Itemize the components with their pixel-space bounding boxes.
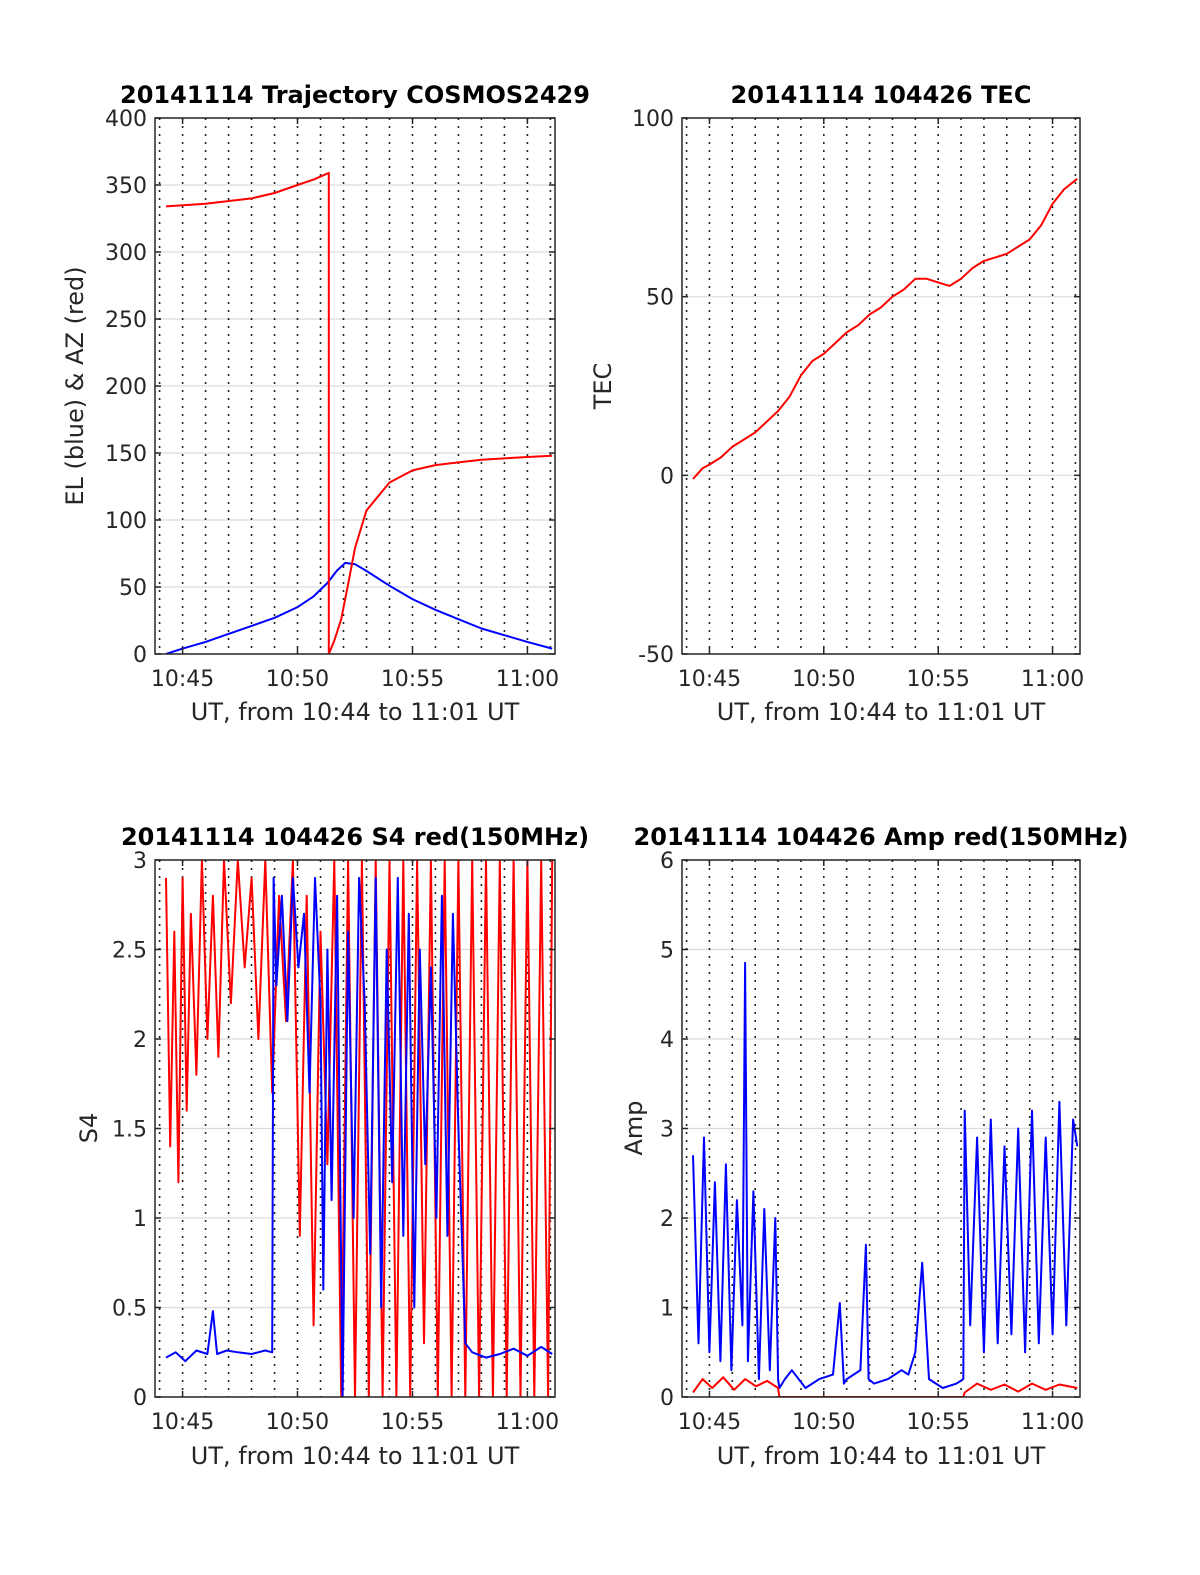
y-tick-label: 100 xyxy=(632,107,674,132)
series-group xyxy=(165,860,554,1397)
series-line-s4-blue xyxy=(165,876,553,1397)
y-tick-label: 50 xyxy=(119,576,147,601)
x-tick-label: 10:50 xyxy=(792,667,855,692)
x-tick-label: 11:00 xyxy=(496,1410,559,1435)
series-line-amp-red xyxy=(692,1376,1078,1397)
y-tick-label: 300 xyxy=(105,241,147,266)
y-tick-label: 0 xyxy=(133,643,147,668)
y-tick-label: 2.5 xyxy=(112,939,147,964)
x-tick-label: 10:55 xyxy=(381,667,444,692)
x-tick-label: 10:55 xyxy=(381,1410,444,1435)
tec-panel: 20141114 104426 TEC UT, from 10:44 to 11… xyxy=(589,81,1084,726)
series-group xyxy=(692,961,1079,1397)
y-tick-label: 50 xyxy=(646,286,674,311)
series-line-amp-blue xyxy=(692,961,1079,1389)
x-axis-label: UT, from 10:44 to 11:01 UT xyxy=(717,698,1046,726)
x-tick-label: 10:45 xyxy=(678,667,741,692)
plot-frame xyxy=(681,117,1081,655)
y-axis-label: TEC xyxy=(589,363,617,411)
grid xyxy=(155,117,555,655)
y-tick-label: 0 xyxy=(660,1386,674,1411)
y-tick-label: 3 xyxy=(133,849,147,874)
y-tick-label: 0 xyxy=(133,1386,147,1411)
y-tick-label: 400 xyxy=(105,107,147,132)
y-tick-label: 4 xyxy=(660,1028,674,1053)
x-axis-label: UT, from 10:44 to 11:01 UT xyxy=(191,1442,520,1470)
x-tick-label: 11:00 xyxy=(1021,1410,1084,1435)
series-line-el xyxy=(165,561,553,654)
y-tick-label: 5 xyxy=(660,939,674,964)
series-group xyxy=(165,171,553,654)
x-tick-label: 10:45 xyxy=(678,1410,741,1435)
chart-title: 20141114 104426 Amp red(150MHz) xyxy=(634,823,1129,851)
series-line-s4-red xyxy=(165,860,554,1397)
y-tick-label: 200 xyxy=(105,375,147,400)
x-axis-label: UT, from 10:44 to 11:01 UT xyxy=(191,698,520,726)
amp-panel: 20141114 104426 Amp red(150MHz) UT, from… xyxy=(620,823,1128,1470)
x-axis-label: UT, from 10:44 to 11:01 UT xyxy=(717,1442,1046,1470)
x-tick-label: 11:00 xyxy=(496,667,559,692)
y-tick-label: 150 xyxy=(105,442,147,467)
x-tick-label: 10:55 xyxy=(907,667,970,692)
y-tick-label: 350 xyxy=(105,174,147,199)
trajectory-panel: 20141114 Trajectory COSMOS2429 UT, from … xyxy=(61,81,590,726)
grid xyxy=(682,859,1080,1398)
y-tick-label: 100 xyxy=(105,509,147,534)
y-tick-label: -50 xyxy=(638,643,674,668)
y-tick-label: 3 xyxy=(660,1118,674,1143)
x-tick-label: 10:55 xyxy=(907,1410,970,1435)
y-tick-label: 1 xyxy=(660,1297,674,1322)
x-tick-label: 10:50 xyxy=(792,1410,855,1435)
y-tick-label: 1.5 xyxy=(112,1118,147,1143)
chart-title: 20141114 104426 TEC xyxy=(731,81,1032,109)
s4-panel: 20141114 104426 S4 red(150MHz) UT, from … xyxy=(75,823,589,1470)
x-tick-label: 10:45 xyxy=(151,1410,214,1435)
x-tick-label: 10:50 xyxy=(266,1410,329,1435)
y-tick-label: 0 xyxy=(660,464,674,489)
series-line-az xyxy=(165,171,553,654)
y-axis-label: S4 xyxy=(75,1113,103,1144)
x-tick-label: 11:00 xyxy=(1021,667,1084,692)
chart-title: 20141114 Trajectory COSMOS2429 xyxy=(120,81,590,109)
y-tick-label: 2 xyxy=(660,1207,674,1232)
x-tick-label: 10:50 xyxy=(266,667,329,692)
chart-title: 20141114 104426 S4 red(150MHz) xyxy=(121,823,589,851)
y-tick-label: 6 xyxy=(660,849,674,874)
y-tick-label: 1 xyxy=(133,1207,147,1232)
y-axis-label: EL (blue) & AZ (red) xyxy=(61,266,89,505)
y-tick-label: 250 xyxy=(105,308,147,333)
y-tick-label: 0.5 xyxy=(112,1297,147,1322)
x-tick-label: 10:45 xyxy=(151,667,214,692)
series-line-tec xyxy=(692,177,1078,480)
y-tick-label: 2 xyxy=(133,1028,147,1053)
series-group xyxy=(692,177,1078,480)
y-axis-label: Amp xyxy=(620,1100,648,1155)
